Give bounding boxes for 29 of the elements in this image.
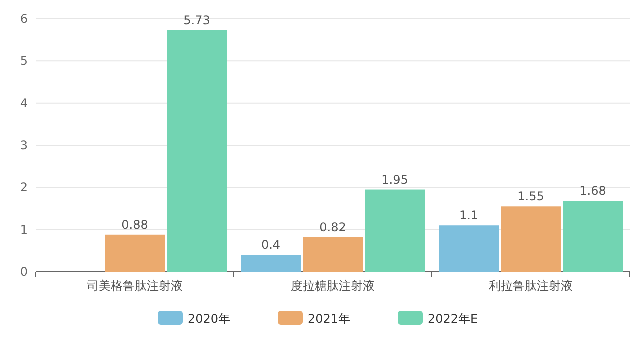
y-tick-label: 6	[20, 12, 28, 26]
bar	[167, 30, 227, 272]
data-label: 0.82	[320, 220, 346, 234]
y-tick-label: 2	[20, 180, 28, 195]
data-label: 1.68	[580, 184, 606, 198]
bar	[439, 226, 499, 272]
legend-label: 2020年	[188, 312, 231, 326]
data-label: 1.95	[382, 172, 408, 187]
data-label: 0.88	[122, 218, 148, 232]
y-tick-label: 4	[20, 96, 28, 110]
y-tick-label: 3	[20, 138, 28, 152]
x-tick-label: 利拉鲁肽注射液	[489, 279, 573, 293]
data-label: 0.4	[261, 238, 281, 252]
legend-label: 2022年E	[428, 312, 478, 326]
x-tick-label: 司美格鲁肽注射液	[87, 279, 183, 293]
bar	[563, 201, 623, 272]
y-tick-label: 1	[20, 222, 28, 237]
data-label: 1.1	[459, 208, 479, 223]
y-tick-label: 0	[20, 265, 28, 279]
bar	[501, 206, 561, 272]
bar	[303, 237, 363, 272]
bar	[105, 234, 165, 272]
x-tick-label: 度拉糖肽注射液	[291, 279, 375, 293]
bar	[241, 255, 301, 272]
data-label: 5.73	[184, 13, 210, 28]
y-tick-label: 5	[20, 54, 28, 68]
data-label: 1.55	[518, 190, 544, 204]
legend-label: 2021年	[308, 312, 351, 326]
bar	[365, 190, 425, 272]
